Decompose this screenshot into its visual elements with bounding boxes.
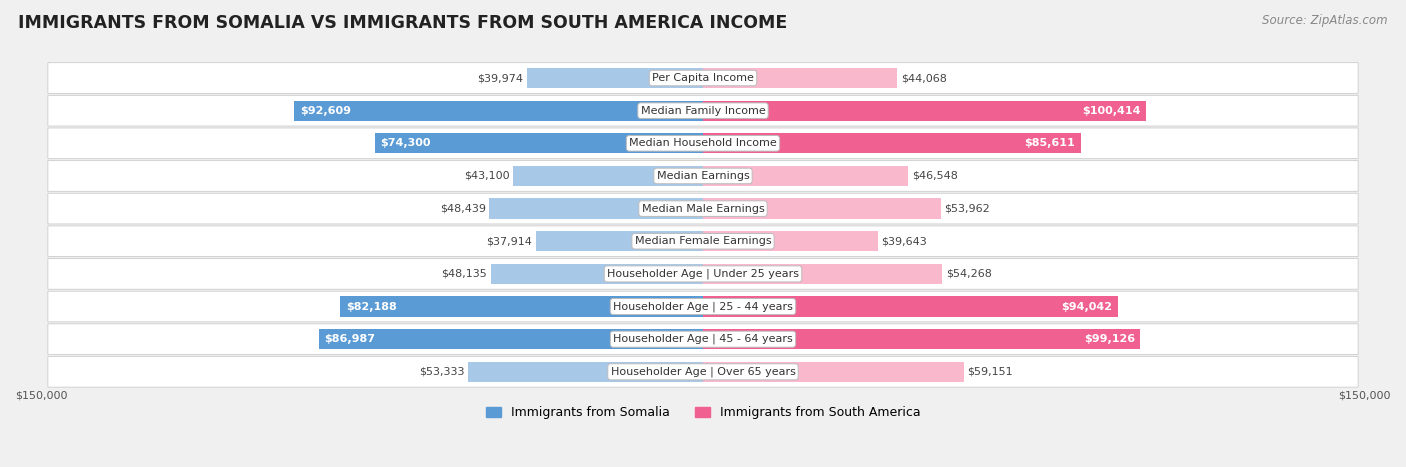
- Bar: [703, 198, 941, 219]
- Bar: [375, 133, 703, 154]
- Legend: Immigrants from Somalia, Immigrants from South America: Immigrants from Somalia, Immigrants from…: [481, 401, 925, 425]
- Text: Median Earnings: Median Earnings: [657, 171, 749, 181]
- FancyBboxPatch shape: [48, 63, 1358, 93]
- Bar: [340, 297, 703, 317]
- FancyBboxPatch shape: [48, 291, 1358, 322]
- Bar: [703, 133, 1081, 154]
- Text: Householder Age | Under 25 years: Householder Age | Under 25 years: [607, 269, 799, 279]
- Text: $54,268: $54,268: [946, 269, 991, 279]
- Text: $53,333: $53,333: [419, 367, 464, 377]
- Bar: [491, 264, 703, 284]
- Bar: [489, 198, 703, 219]
- Text: $53,962: $53,962: [945, 204, 990, 213]
- Text: $48,439: $48,439: [440, 204, 486, 213]
- Bar: [703, 68, 897, 88]
- Bar: [319, 329, 703, 349]
- FancyBboxPatch shape: [48, 193, 1358, 224]
- Text: $46,548: $46,548: [911, 171, 957, 181]
- Text: Median Family Income: Median Family Income: [641, 106, 765, 116]
- Bar: [703, 297, 1118, 317]
- Text: Median Male Earnings: Median Male Earnings: [641, 204, 765, 213]
- FancyBboxPatch shape: [48, 161, 1358, 191]
- Text: Householder Age | 25 - 44 years: Householder Age | 25 - 44 years: [613, 301, 793, 312]
- Bar: [468, 362, 703, 382]
- Text: $85,611: $85,611: [1025, 138, 1076, 149]
- Bar: [703, 166, 908, 186]
- FancyBboxPatch shape: [48, 356, 1358, 387]
- Text: $39,643: $39,643: [882, 236, 927, 246]
- Bar: [703, 100, 1146, 121]
- Bar: [527, 68, 703, 88]
- Text: Median Household Income: Median Household Income: [628, 138, 778, 149]
- Bar: [703, 264, 942, 284]
- Text: Source: ZipAtlas.com: Source: ZipAtlas.com: [1263, 14, 1388, 27]
- FancyBboxPatch shape: [48, 324, 1358, 354]
- Bar: [703, 362, 965, 382]
- Text: $43,100: $43,100: [464, 171, 509, 181]
- Bar: [703, 329, 1140, 349]
- Text: Householder Age | Over 65 years: Householder Age | Over 65 years: [610, 367, 796, 377]
- Bar: [536, 231, 703, 251]
- Bar: [294, 100, 703, 121]
- Text: $86,987: $86,987: [325, 334, 375, 344]
- Text: $48,135: $48,135: [441, 269, 488, 279]
- Text: IMMIGRANTS FROM SOMALIA VS IMMIGRANTS FROM SOUTH AMERICA INCOME: IMMIGRANTS FROM SOMALIA VS IMMIGRANTS FR…: [18, 14, 787, 32]
- Bar: [703, 231, 877, 251]
- Text: Per Capita Income: Per Capita Income: [652, 73, 754, 83]
- Text: $44,068: $44,068: [901, 73, 946, 83]
- FancyBboxPatch shape: [48, 128, 1358, 159]
- Text: $99,126: $99,126: [1084, 334, 1135, 344]
- Text: $82,188: $82,188: [346, 302, 396, 311]
- FancyBboxPatch shape: [48, 226, 1358, 256]
- FancyBboxPatch shape: [48, 95, 1358, 126]
- Text: Median Female Earnings: Median Female Earnings: [634, 236, 772, 246]
- Text: $37,914: $37,914: [486, 236, 533, 246]
- Text: $74,300: $74,300: [381, 138, 432, 149]
- Text: $39,974: $39,974: [478, 73, 523, 83]
- Text: $100,414: $100,414: [1083, 106, 1140, 116]
- Text: Householder Age | 45 - 64 years: Householder Age | 45 - 64 years: [613, 334, 793, 345]
- Bar: [513, 166, 703, 186]
- FancyBboxPatch shape: [48, 259, 1358, 289]
- Text: $92,609: $92,609: [299, 106, 350, 116]
- Text: $94,042: $94,042: [1062, 302, 1112, 311]
- Text: $59,151: $59,151: [967, 367, 1012, 377]
